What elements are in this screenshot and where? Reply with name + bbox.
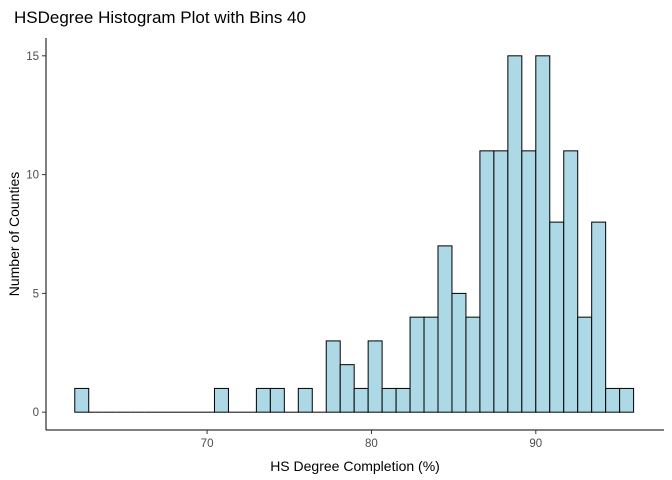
histogram-bar — [367, 340, 383, 413]
histogram-bar — [325, 340, 341, 413]
x-tick-label: 70 — [201, 438, 214, 450]
histogram-bar — [535, 55, 551, 413]
chart-title: HSDegree Histogram Plot with Bins 40 — [14, 8, 306, 27]
x-tick-label: 80 — [365, 438, 378, 450]
histogram-bar — [493, 150, 509, 413]
histogram-bar — [507, 55, 523, 413]
histogram-bar — [339, 364, 355, 413]
y-tick-label: 10 — [26, 170, 39, 182]
histogram-bar — [479, 150, 495, 413]
histogram-bar — [409, 316, 425, 413]
histogram-bar — [269, 387, 285, 413]
y-tick-label: 15 — [26, 51, 39, 63]
histogram-bar — [619, 387, 635, 413]
histogram-bar — [605, 387, 621, 413]
histogram-bar — [353, 387, 369, 413]
histogram-bar — [423, 316, 439, 413]
histogram-bar — [255, 387, 271, 413]
histogram-bar — [549, 221, 565, 413]
histogram-bar — [563, 150, 579, 413]
histogram-bar — [577, 316, 593, 413]
histogram-bar — [213, 387, 229, 413]
histogram-bar — [521, 150, 537, 413]
bars-group — [74, 55, 635, 413]
histogram-bar — [74, 387, 90, 413]
x-tick-label: 90 — [529, 438, 542, 450]
histogram-bar — [437, 245, 453, 413]
x-axis-title: HS Degree Completion (%) — [270, 458, 440, 474]
histogram-bar — [591, 221, 607, 413]
histogram-bar — [395, 387, 411, 413]
ticks-group: 70 80 90 0 5 10 15 — [26, 51, 542, 450]
histogram-bar — [297, 387, 313, 413]
y-axis-title: Number of Counties — [6, 172, 22, 297]
y-tick-label: 0 — [33, 407, 39, 419]
histogram-bar — [451, 292, 467, 413]
histogram-bar — [381, 387, 397, 413]
histogram-bar — [465, 316, 481, 413]
y-tick-label: 5 — [33, 288, 39, 300]
